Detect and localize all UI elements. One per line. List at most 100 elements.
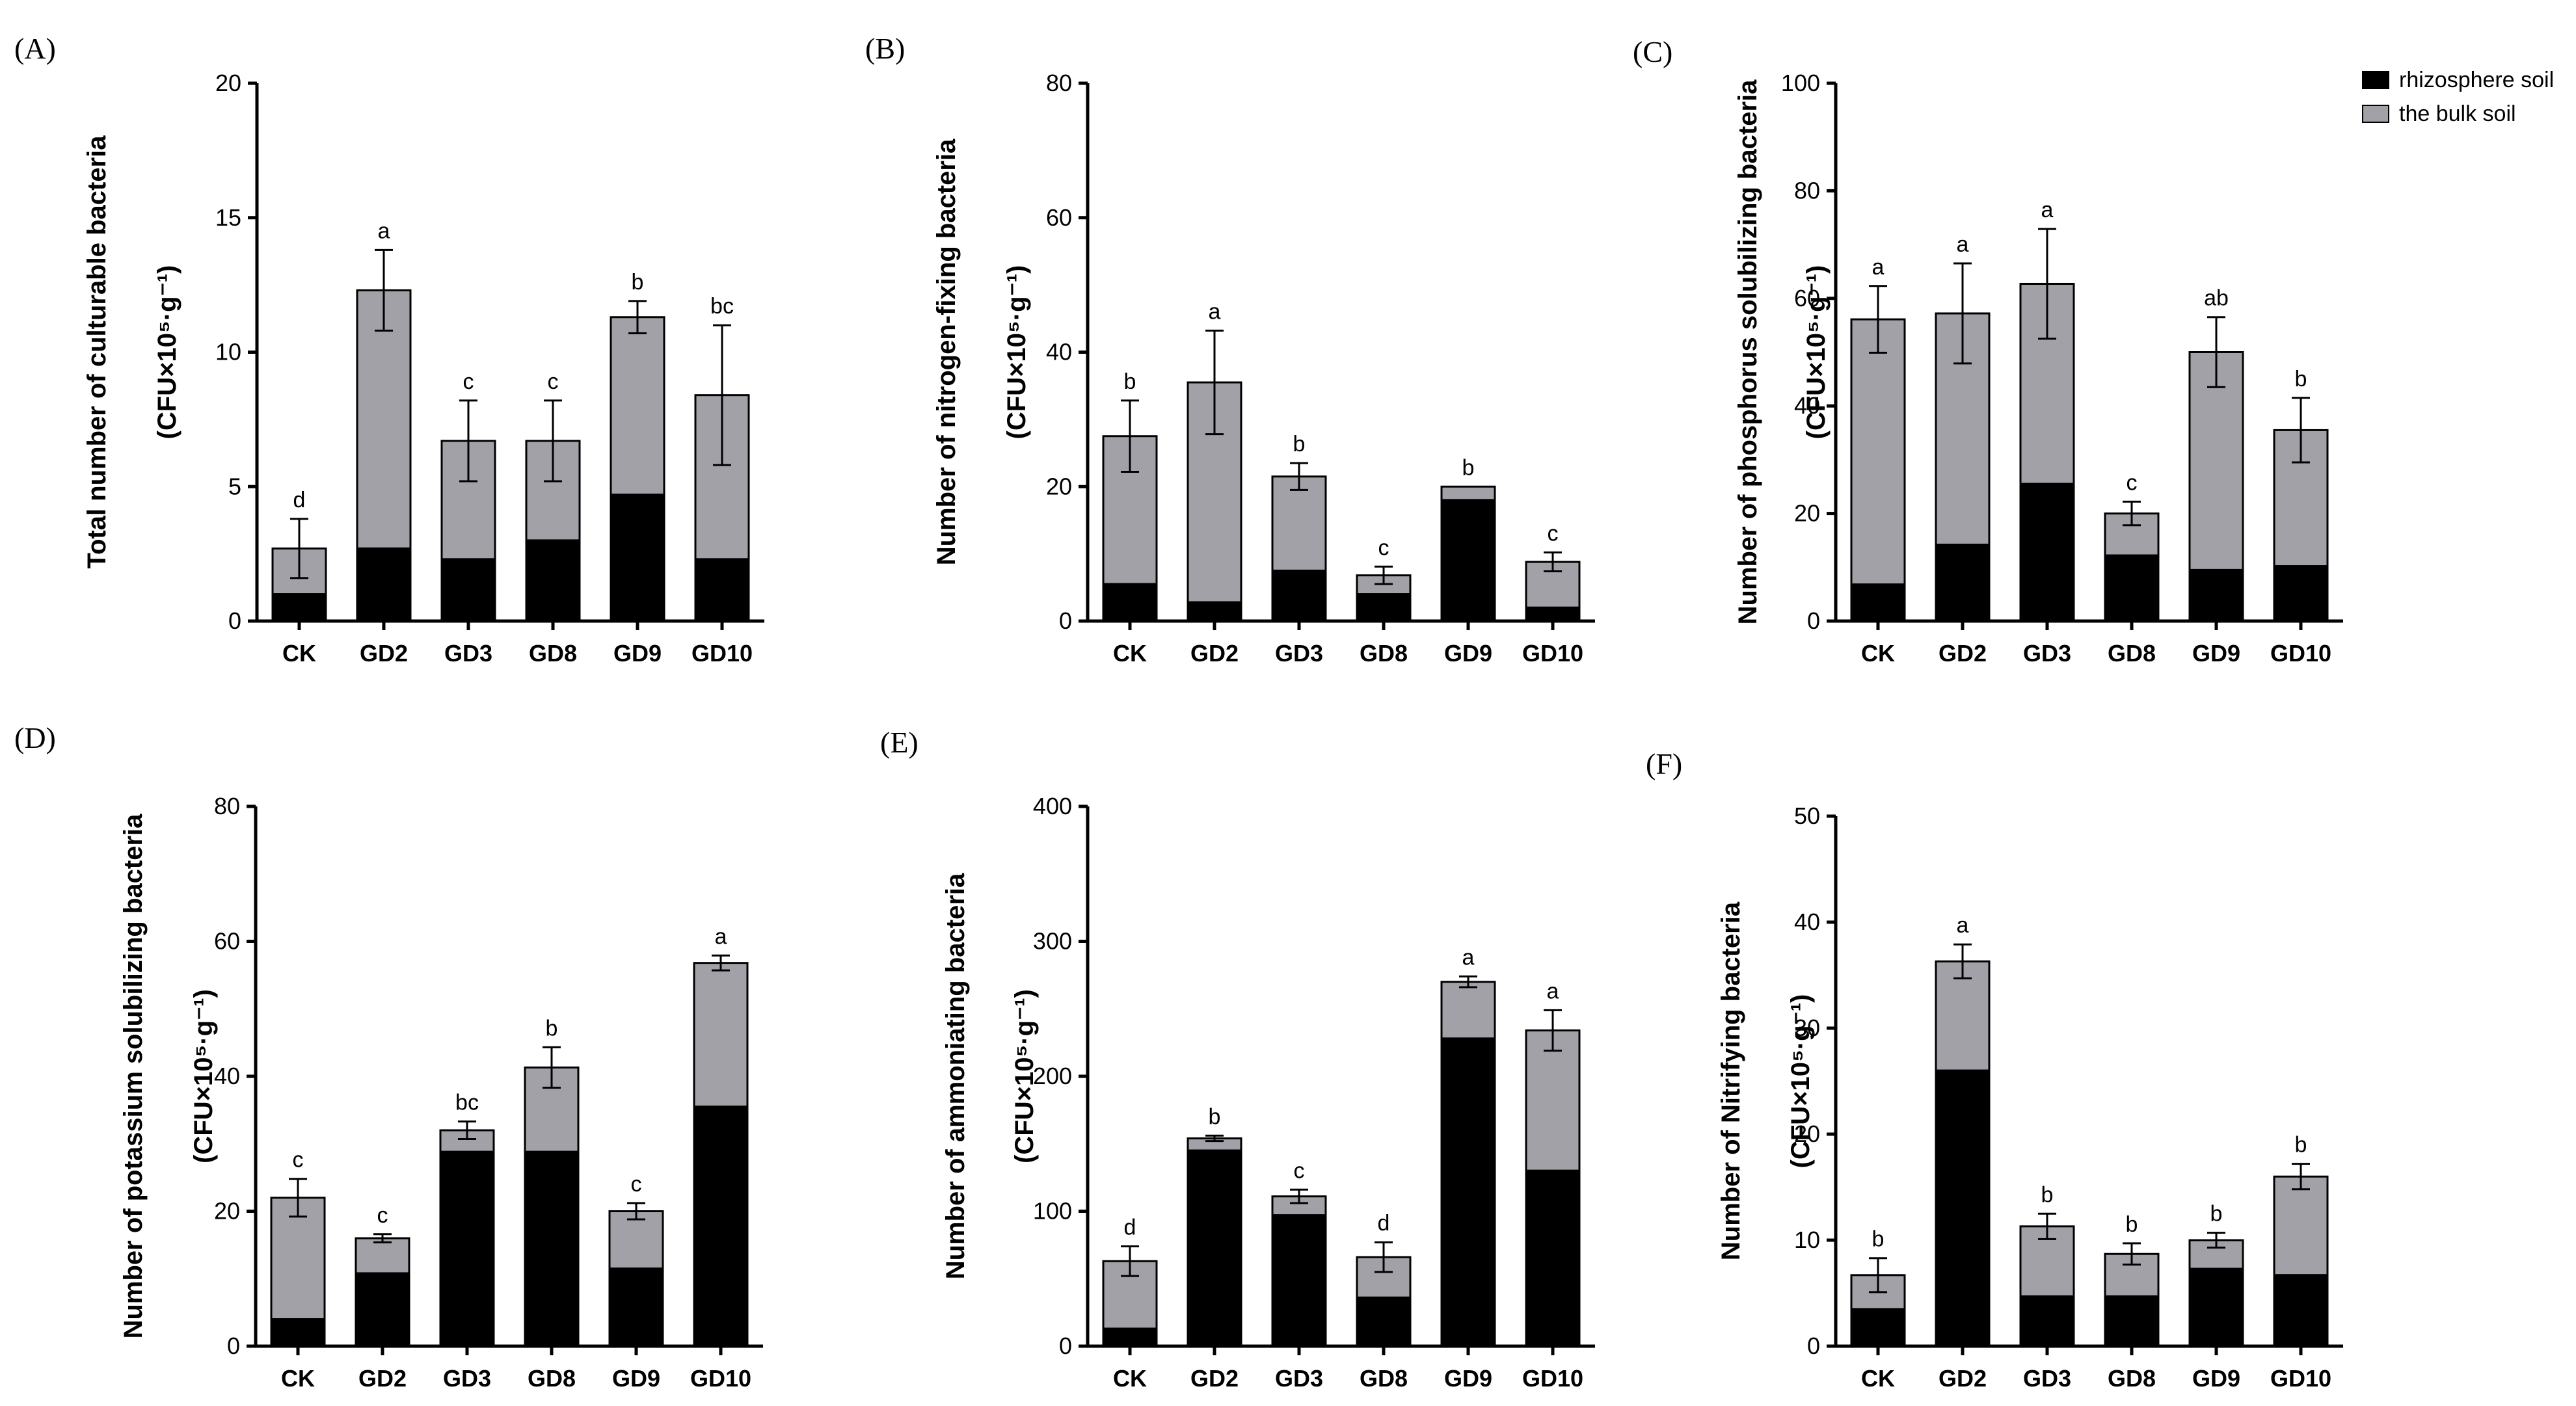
x-tick-label: GD9 — [612, 1365, 660, 1392]
panel-label: (D) — [14, 721, 56, 754]
y-tick-label: 40 — [1046, 339, 1072, 365]
bar-bulk-soil — [610, 316, 665, 496]
bar-rhizosphere-soil — [608, 1267, 664, 1347]
y-tick-label: 0 — [1807, 1333, 1820, 1359]
panel-label: (B) — [865, 32, 905, 65]
bar-rhizosphere-soil — [2188, 1267, 2244, 1347]
y-tick-label: 60 — [214, 928, 240, 955]
y-tick-label: 0 — [1059, 1333, 1072, 1359]
bar-bulk-soil — [355, 1237, 410, 1275]
y-axis-title: Total number of culturable bacteria — [83, 135, 111, 569]
bar-rhizosphere-soil — [1935, 1069, 1991, 1347]
bar-rhizosphere-soil — [2104, 554, 2160, 622]
bar-rhizosphere-soil — [355, 1272, 410, 1347]
bar-rhizosphere-soil — [1271, 1214, 1327, 1347]
x-tick-label: GD8 — [1360, 640, 1408, 667]
significance-letter: c — [631, 1172, 642, 1197]
bar-rhizosphere-soil — [1525, 1169, 1581, 1347]
significance-letter: b — [2295, 1133, 2307, 1158]
bar-bulk-soil — [1271, 475, 1327, 572]
x-tick-label: GD8 — [528, 1365, 576, 1392]
y-tick-label: 200 — [1033, 1063, 1072, 1089]
x-tick-label: GD10 — [2270, 1365, 2331, 1392]
significance-letter: a — [1209, 299, 1221, 324]
significance-letter: c — [463, 369, 474, 394]
significance-letter: b — [632, 270, 644, 295]
significance-letter: a — [2041, 198, 2054, 222]
x-tick-label: CK — [1113, 1365, 1147, 1392]
bar-rhizosphere-soil — [1356, 593, 1412, 622]
bar-rhizosphere-soil — [1187, 601, 1242, 622]
x-tick-label: GD2 — [1939, 1365, 1987, 1392]
x-tick-label: GD8 — [1360, 1365, 1408, 1392]
significance-letter: b — [2295, 367, 2307, 391]
y-tick-label: 300 — [1033, 928, 1072, 955]
y-tick-label: 80 — [1046, 70, 1072, 96]
significance-letter: d — [293, 488, 306, 512]
x-tick-label: GD9 — [1444, 1365, 1492, 1392]
y-tick-label: 100 — [1033, 1198, 1072, 1225]
x-tick-label: GD3 — [1275, 1365, 1323, 1392]
y-tick-label: 60 — [1046, 204, 1072, 231]
x-tick-label: CK — [282, 640, 316, 667]
chart-panel-f: (F) 0 10 20 30 40 50 Number of Nitrifying bacte… — [1646, 747, 2343, 1392]
significance-letter: c — [1294, 1158, 1305, 1183]
significance-letter: b — [1209, 1104, 1221, 1129]
y-tick-label: 20 — [1046, 473, 1072, 499]
x-tick-label: GD2 — [1939, 640, 1987, 667]
significance-letter: b — [1872, 1227, 1885, 1252]
significance-letter: a — [1872, 255, 1885, 280]
x-tick-label: GD8 — [2108, 1365, 2156, 1392]
bar-rhizosphere-soil — [1356, 1296, 1412, 1347]
panel-label: (C) — [1633, 35, 1672, 68]
significance-letter: b — [2041, 1182, 2054, 1207]
y-axis-title: Number of nitrogen-fixing bacteria — [932, 139, 961, 565]
bar-rhizosphere-soil — [356, 547, 412, 622]
bar-rhizosphere-soil — [1850, 583, 1906, 622]
significance-letter: a — [1957, 232, 1969, 257]
bar-bulk-soil — [356, 289, 412, 550]
y-tick-label: 0 — [227, 1333, 240, 1359]
chart-panel-c: (C) 0 20 40 60 80 100 Number of phosphorus solu… — [1633, 35, 2343, 667]
y-tick-label: 0 — [1059, 607, 1072, 634]
x-tick-label: GD9 — [2192, 640, 2240, 667]
bar-rhizosphere-soil — [2273, 1274, 2329, 1347]
x-tick-label: GD10 — [690, 1365, 751, 1392]
y-tick-label: 0 — [228, 607, 241, 634]
x-tick-label: CK — [1861, 1365, 1895, 1392]
bar-rhizosphere-soil — [440, 558, 496, 622]
x-tick-label: GD8 — [529, 640, 577, 667]
y-tick-label: 20 — [214, 1198, 240, 1225]
x-tick-label: GD10 — [1522, 640, 1583, 667]
y-axis-unit: (CFU×10⁵·g⁻¹) — [1010, 989, 1039, 1163]
x-tick-label: GD3 — [443, 1365, 491, 1392]
x-tick-label: GD2 — [1190, 640, 1239, 667]
bar-rhizosphere-soil — [1935, 544, 1991, 622]
y-axis-unit: (CFU×10⁵·g⁻¹) — [1802, 265, 1831, 440]
x-tick-label: CK — [1113, 640, 1147, 667]
y-tick-label: 40 — [1794, 392, 1820, 419]
x-tick-label: GD2 — [1190, 1365, 1239, 1392]
y-tick-label: 0 — [1807, 607, 1820, 634]
bar-bulk-soil — [1440, 485, 1496, 501]
y-tick-label: 15 — [215, 204, 241, 231]
bar-rhizosphere-soil — [694, 558, 750, 622]
x-tick-label: GD10 — [1522, 1365, 1583, 1392]
x-tick-label: GD2 — [360, 640, 408, 667]
y-axis-unit: (CFU×10⁵·g⁻¹) — [153, 265, 181, 440]
significance-letter: a — [1957, 913, 1969, 938]
bar-rhizosphere-soil — [2019, 1295, 2075, 1347]
x-tick-label: GD9 — [613, 640, 662, 667]
y-tick-label: 40 — [1794, 909, 1820, 935]
x-tick-label: GD3 — [1275, 640, 1323, 667]
significance-letter: a — [715, 924, 727, 949]
bar-rhizosphere-soil — [2273, 565, 2329, 622]
y-tick-label: 60 — [1794, 285, 1820, 312]
x-tick-label: GD3 — [2023, 1365, 2071, 1392]
significance-letter: b — [2126, 1212, 2138, 1237]
legend: rhizosphere soil the bulk soil — [2362, 68, 2554, 126]
bar-rhizosphere-soil — [439, 1150, 495, 1347]
significance-letter: a — [1547, 979, 1559, 1003]
x-tick-label: GD10 — [691, 640, 753, 667]
